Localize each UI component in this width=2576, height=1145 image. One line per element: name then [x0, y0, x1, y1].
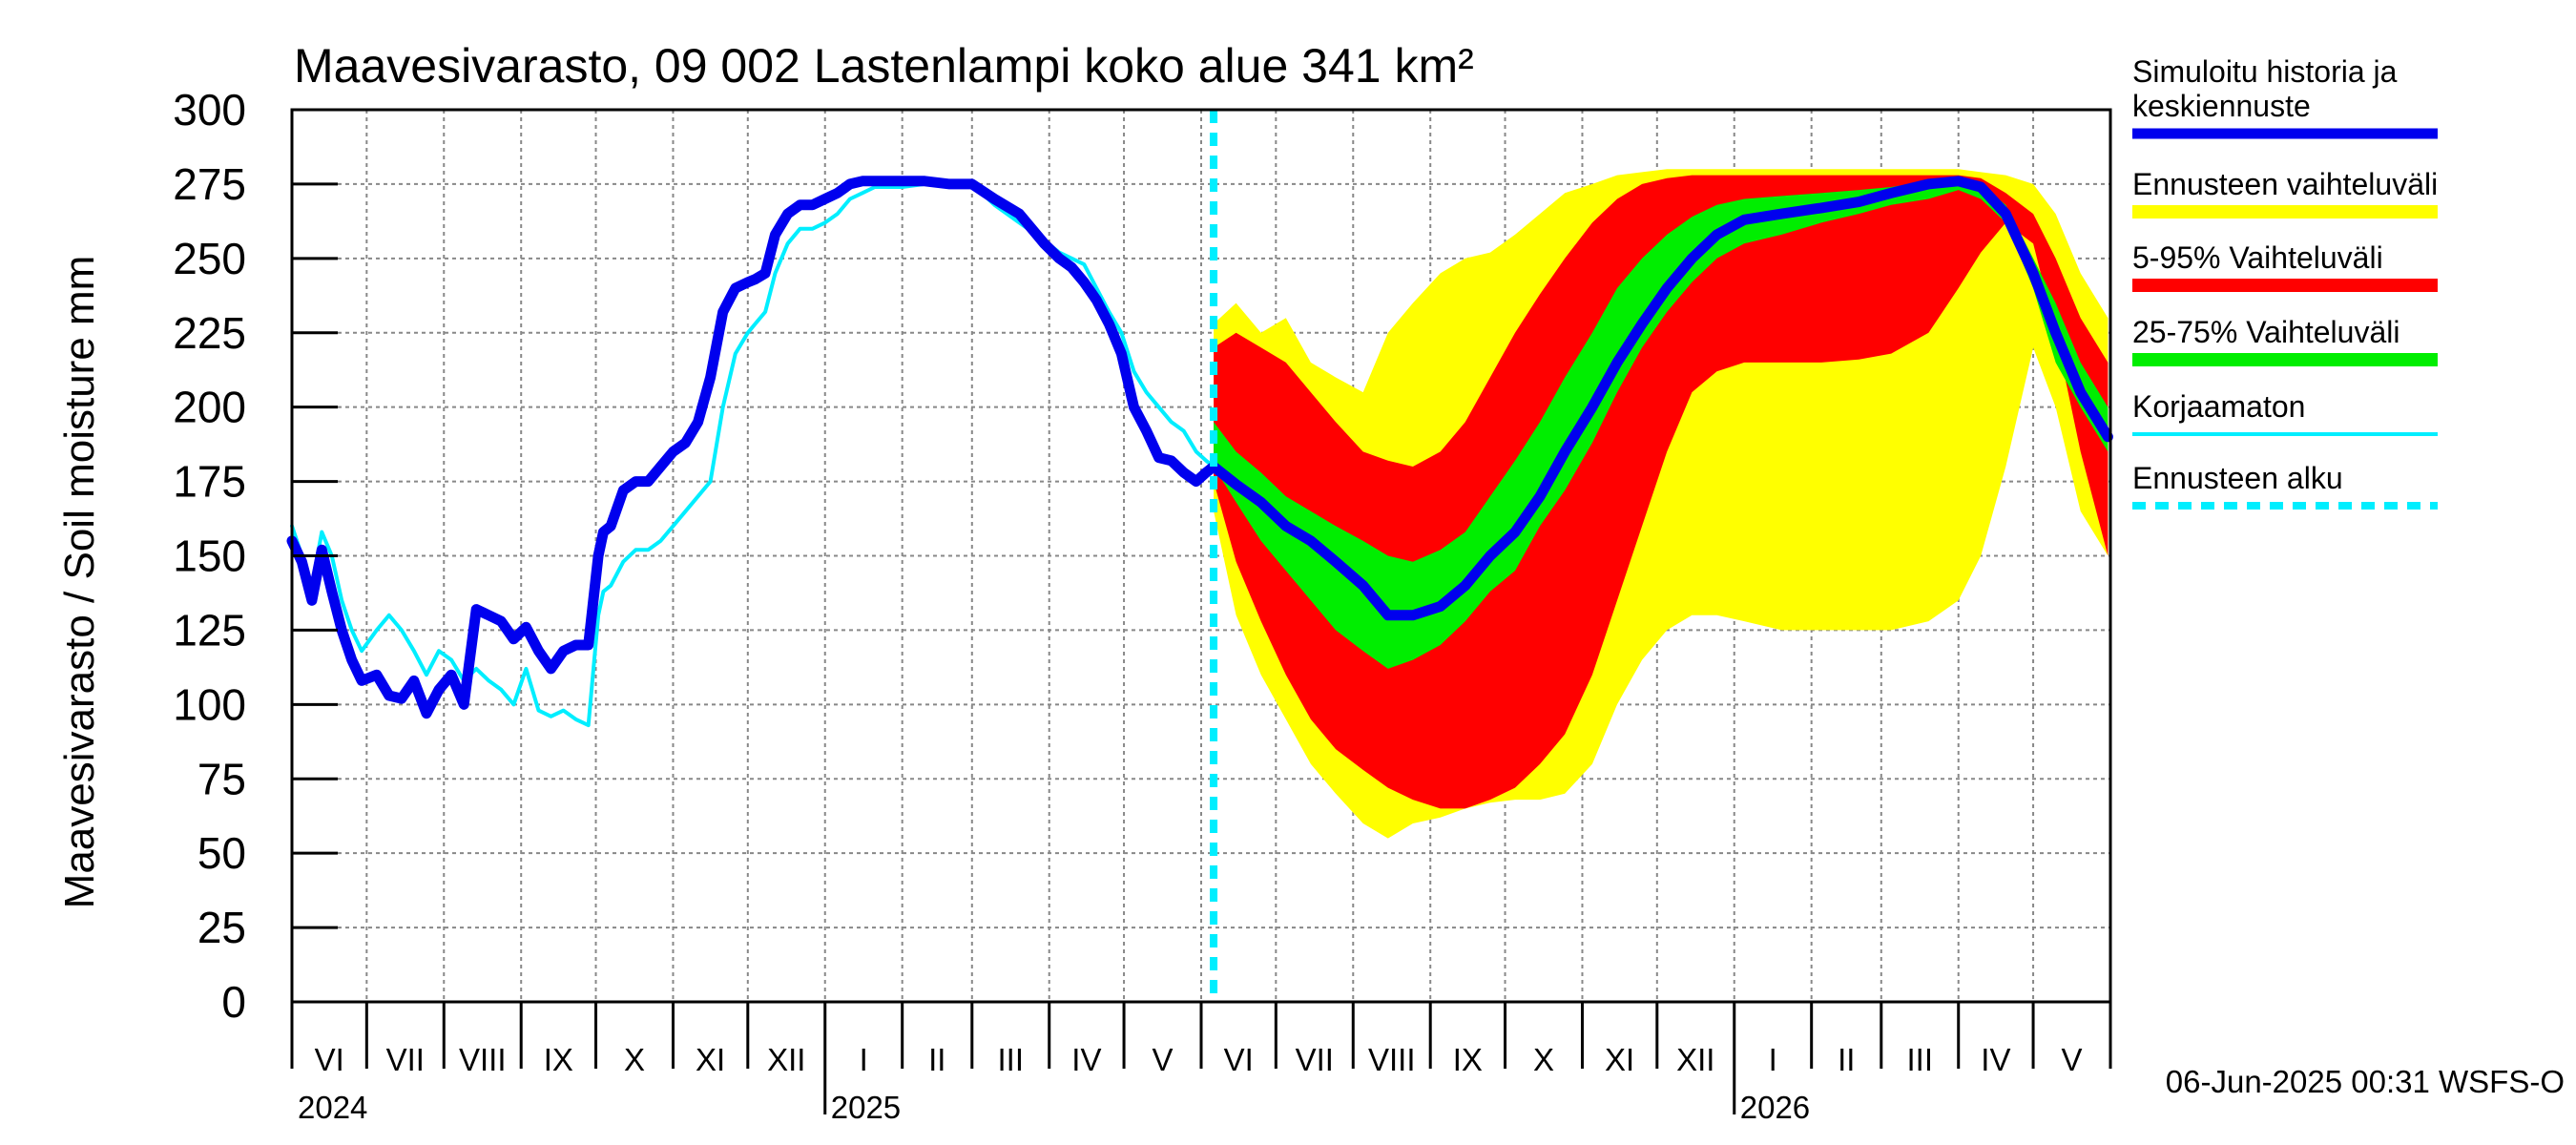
y-tick-label: 175 — [173, 457, 246, 507]
y-tick-label: 125 — [173, 605, 246, 655]
y-tick-label: 50 — [197, 828, 246, 878]
x-month-label: VI — [1224, 1042, 1254, 1077]
x-month-label: XI — [696, 1042, 725, 1077]
x-month-label: IV — [1981, 1042, 2010, 1077]
y-tick-label: 25 — [197, 903, 246, 952]
y-tick-label: 75 — [197, 754, 246, 803]
legend-label: Simuloitu historia ja — [2132, 54, 2398, 89]
x-year-label: 2024 — [298, 1090, 367, 1125]
x-month-label: XII — [767, 1042, 805, 1077]
x-month-label: III — [1907, 1042, 1934, 1077]
series-uncorrected — [290, 181, 1216, 728]
legend-item-forecast-start: Ennusteen alku — [2132, 461, 2438, 510]
x-year-label: 2025 — [831, 1090, 901, 1125]
footer-timestamp: 06-Jun-2025 00:31 WSFS-O — [2166, 1064, 2565, 1099]
y-tick-label: 225 — [173, 308, 246, 358]
x-month-label: IV — [1071, 1042, 1101, 1077]
x-month-label: II — [928, 1042, 945, 1077]
y-tick-label: 100 — [173, 679, 246, 729]
legend-item-range-25-75: 25-75% Vaihteluväli — [2132, 315, 2438, 366]
x-month-label: VII — [1296, 1042, 1334, 1077]
series-median-forecast — [1208, 176, 2113, 621]
legend-label: Ennusteen vaihteluväli — [2132, 167, 2438, 201]
legend-item-range-full: Ennusteen vaihteluväli — [2132, 167, 2438, 219]
y-tick-label: 300 — [173, 85, 246, 135]
y-tick-label: 0 — [221, 977, 246, 1027]
x-month-label: III — [998, 1042, 1025, 1077]
x-month-label: VI — [315, 1042, 344, 1077]
legend-label: keskiennuste — [2132, 89, 2311, 123]
x-month-label: I — [1769, 1042, 1777, 1077]
legend-label: Korjaamaton — [2132, 389, 2305, 424]
x-month-label: I — [860, 1042, 868, 1077]
x-month-label: IX — [544, 1042, 573, 1077]
x-month-label: VIII — [1368, 1042, 1416, 1077]
x-month-label: V — [1153, 1042, 1174, 1077]
legend-item-uncorrected: Korjaamaton — [2132, 389, 2438, 436]
y-tick-label: 275 — [173, 159, 246, 209]
legend-label: Ennusteen alku — [2132, 461, 2343, 495]
x-month-label: II — [1838, 1042, 1855, 1077]
y-tick-label: 200 — [173, 383, 246, 432]
x-month-label: V — [2062, 1042, 2083, 1077]
x-month-label: X — [624, 1042, 645, 1077]
legend-label: 5-95% Vaihteluväli — [2132, 240, 2383, 275]
y-tick-label: 250 — [173, 234, 246, 283]
series-simulated-history — [286, 176, 1219, 719]
y-axis-label: Maavesivarasto / Soil moisture mm — [56, 256, 103, 909]
x-month-label: XII — [1676, 1042, 1714, 1077]
band-25-75 — [1214, 177, 2109, 669]
chart-title: Maavesivarasto, 09 002 Lastenlampi koko … — [294, 39, 1474, 93]
plot-area — [286, 110, 2113, 1002]
legend-item-range-5-95: 5-95% Vaihteluväli — [2132, 240, 2438, 292]
x-month-label: VII — [386, 1042, 425, 1077]
x-month-label: XI — [1605, 1042, 1634, 1077]
x-month-label: IX — [1453, 1042, 1483, 1077]
x-year-label: 2026 — [1740, 1090, 1810, 1125]
band-5-95 — [1214, 175, 2109, 809]
legend-label: 25-75% Vaihteluväli — [2132, 315, 2399, 349]
y-tick-label: 150 — [173, 531, 246, 581]
x-month-label: X — [1533, 1042, 1554, 1077]
x-month-label: VIII — [459, 1042, 507, 1077]
